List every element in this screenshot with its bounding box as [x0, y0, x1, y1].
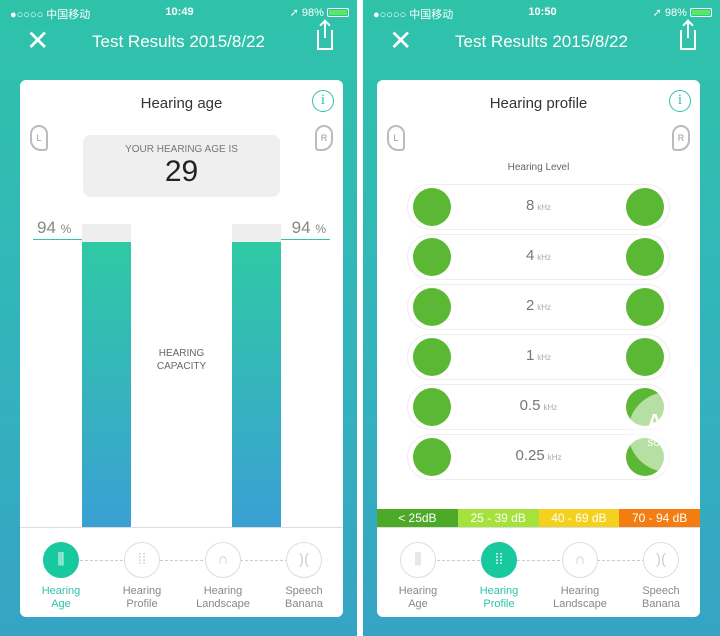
right-level-dot[interactable]: [626, 338, 664, 376]
banana-icon: )(: [643, 542, 679, 578]
left-level-dot[interactable]: [413, 288, 451, 326]
carrier: ●○○○○ 中国移动: [10, 9, 91, 21]
left-level-dot[interactable]: [413, 188, 451, 226]
nav-label: Speech Banana: [285, 585, 323, 610]
battery-icon: [690, 8, 712, 17]
frequency-row: 2 kHz: [407, 284, 670, 330]
frequency-label: 1 kHz: [525, 347, 552, 364]
status-bar: ●○○○○ 中国移动 10:50 ➚ 98%: [373, 6, 712, 22]
left-level-dot[interactable]: [413, 238, 451, 276]
screen-hearing-profile: ●○○○○ 中国移动 10:50 ➚ 98% ✕ Test Results 20…: [363, 0, 720, 636]
left-level-dot[interactable]: [413, 388, 451, 426]
right-ear-icon: R: [672, 125, 690, 151]
nav-item-hearing-profile[interactable]: ⁞⁞ Hearing Profile: [464, 542, 534, 611]
frequency-label: 8 kHz: [525, 197, 552, 214]
nav-label: Hearing Profile: [479, 585, 519, 610]
screen-hearing-age: ●○○○○ 中国移动 10:49 ➚ 98% ✕ Test Results 20…: [0, 0, 357, 636]
nav-label: Hearing Landscape: [553, 585, 607, 610]
clock: 10:49: [165, 6, 194, 18]
status-bar: ●○○○○ 中国移动 10:49 ➚ 98%: [10, 6, 349, 22]
right-capacity-bar: [232, 224, 281, 527]
nav-item-hearing-age[interactable]: ⫼ Hearing Age: [26, 542, 96, 611]
nav-item-hearing-profile[interactable]: ⁞⁞ Hearing Profile: [107, 542, 177, 611]
right-level-dot[interactable]: [626, 238, 664, 276]
battery-percent: 98%: [664, 7, 687, 19]
hearing-age-label: YOUR HEARING AGE IS: [125, 144, 238, 155]
nav-label: Hearing Age: [398, 585, 438, 610]
carrier: ●○○○○ 中国移动: [373, 9, 454, 21]
right-level-dot[interactable]: [626, 188, 664, 226]
nav-label: Hearing Landscape: [196, 585, 250, 610]
db-legend: < 25dB 25 - 39 dB 40 - 69 dB 70 - 94 dB: [377, 509, 700, 527]
legend-segment: 25 - 39 dB: [457, 509, 539, 527]
bottom-nav: ⫼ Hearing Age ⁞⁞ Hearing Profile ∩ Hearing Lands…: [20, 527, 343, 617]
share-icon[interactable]: [680, 22, 696, 50]
hearing-age-card: Hearing age i L R YOUR HEARING AGE IS 29…: [20, 80, 343, 617]
dots-icon: ⁞⁞: [124, 542, 160, 578]
landscape-icon: ∩: [205, 542, 241, 578]
left-ear-icon: L: [387, 125, 405, 151]
right-ear-icon: R: [315, 125, 333, 151]
nav-label: Hearing Age: [41, 585, 81, 610]
bars-icon: ⫼: [43, 542, 79, 578]
frequency-label: 4 kHz: [525, 247, 552, 264]
right-level-dot[interactable]: [626, 288, 664, 326]
battery-icon: [327, 8, 349, 17]
nav-connector: [60, 560, 303, 561]
right-capacity-percent: 94 %: [232, 218, 330, 240]
frequency-row: 1 kHz: [407, 334, 670, 380]
close-button[interactable]: ✕: [389, 25, 413, 56]
card-title: Hearing age: [140, 95, 223, 112]
frequency-row: 8 kHz: [407, 184, 670, 230]
page-title: Test Results 2015/8/22: [455, 32, 628, 51]
frequency-label: 0.5 kHz: [519, 397, 558, 414]
info-icon[interactable]: i: [312, 90, 334, 112]
clock: 10:50: [528, 6, 557, 18]
nav-item-hearing-landscape[interactable]: ∩ Hearing Landscape: [545, 542, 615, 611]
frequency-row: 4 kHz: [407, 234, 670, 280]
frequency-label: 0.25 kHz: [515, 447, 562, 464]
hearing-profile-card: Hearing profile i L R Hearing Level 8 kHz…: [377, 80, 700, 617]
banana-icon: )(: [286, 542, 322, 578]
info-icon[interactable]: i: [669, 90, 691, 112]
battery-percent: 98%: [301, 7, 324, 19]
close-button[interactable]: ✕: [26, 25, 50, 56]
nav-label: Speech Banana: [642, 585, 680, 610]
left-level-dot[interactable]: [413, 338, 451, 376]
legend-segment: 40 - 69 dB: [538, 509, 620, 527]
left-level-dot[interactable]: [413, 438, 451, 476]
hearing-level-label: Hearing Level: [507, 162, 570, 173]
dots-icon: ⁞⁞: [481, 542, 517, 578]
bottom-nav: ⫼ Hearing Age ⁞⁞ Hearing Profile ∩ Hearing Lands…: [377, 527, 700, 617]
frequency-label: 2 kHz: [525, 297, 552, 314]
nav-item-hearing-age[interactable]: ⫼ Hearing Age: [383, 542, 453, 611]
bars-icon: ⫼: [400, 542, 436, 578]
watermark: APP solution: [628, 392, 700, 472]
battery: ➚ 98%: [290, 6, 349, 19]
share-icon[interactable]: [317, 22, 333, 50]
hearing-age-box: YOUR HEARING AGE IS 29: [83, 135, 280, 197]
nav-connector: [417, 560, 660, 561]
card-title: Hearing profile: [489, 95, 588, 112]
legend-segment: 70 - 94 dB: [619, 509, 700, 527]
nav-item-speech-banana[interactable]: )( Speech Banana: [626, 542, 696, 611]
left-ear-icon: L: [30, 125, 48, 151]
page-title: Test Results 2015/8/22: [92, 32, 265, 51]
legend-segment: < 25dB: [377, 509, 458, 527]
nav-item-hearing-landscape[interactable]: ∩ Hearing Landscape: [188, 542, 258, 611]
hearing-age-value: 29: [164, 155, 199, 188]
left-capacity-bar: [82, 224, 131, 527]
hearing-capacity-label: HEARING CAPACITY: [156, 348, 207, 372]
nav-label: Hearing Profile: [122, 585, 162, 610]
nav-item-speech-banana[interactable]: )( Speech Banana: [269, 542, 339, 611]
landscape-icon: ∩: [562, 542, 598, 578]
battery: ➚ 98%: [653, 6, 712, 19]
